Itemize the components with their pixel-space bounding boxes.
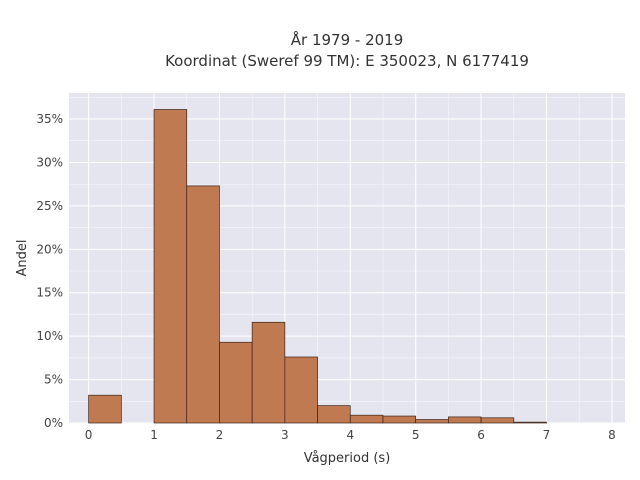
x-tick-label: 0 [85,428,93,442]
histogram-bar [317,405,351,424]
x-tick-label: 1 [150,428,158,442]
x-tick-label: 2 [216,428,224,442]
histogram-bar [88,394,122,424]
histogram-bar [513,421,547,424]
chart-title-line-2: Koordinat (Sweref 99 TM): E 350023, N 61… [165,52,529,70]
histogram-bar [186,185,220,424]
x-tick-label: 8 [608,428,616,442]
histogram-bar [284,356,318,424]
x-tick-label: 3 [281,428,289,442]
x-tick-label: 6 [477,428,485,442]
y-tick-label: 15% [36,286,63,300]
y-tick-label: 35% [36,112,63,126]
y-axis-label: Andel [15,240,30,277]
x-tick-label: 4 [346,428,354,442]
y-tick-label: 5% [44,373,63,387]
histogram-bar [251,321,286,424]
histogram-bar [349,414,384,424]
x-tick-label: 7 [543,428,551,442]
histogram-bar [219,341,253,424]
x-tick-label: 5 [412,428,420,442]
histogram-bar [153,109,188,424]
y-tick-label: 25% [36,199,63,213]
histogram-bar [382,415,417,424]
axis-ticks: 0 1 2 3 4 5 6 7 8 0% 5% 10% 15% 20% 25% 30% 35% [36,112,615,442]
histogram-bar [448,416,482,424]
y-tick-label: 30% [36,155,63,169]
y-tick-label: 20% [36,242,63,256]
chart-title-line-1: År 1979 - 2019 [291,30,404,49]
histogram-bars [88,109,547,424]
plot-area [69,93,625,423]
histogram-bar [480,417,515,424]
histogram-bar [415,419,449,424]
y-tick-label: 0% [44,416,63,430]
x-axis-label: Vågperiod (s) [304,451,391,466]
y-tick-label: 10% [36,329,63,343]
